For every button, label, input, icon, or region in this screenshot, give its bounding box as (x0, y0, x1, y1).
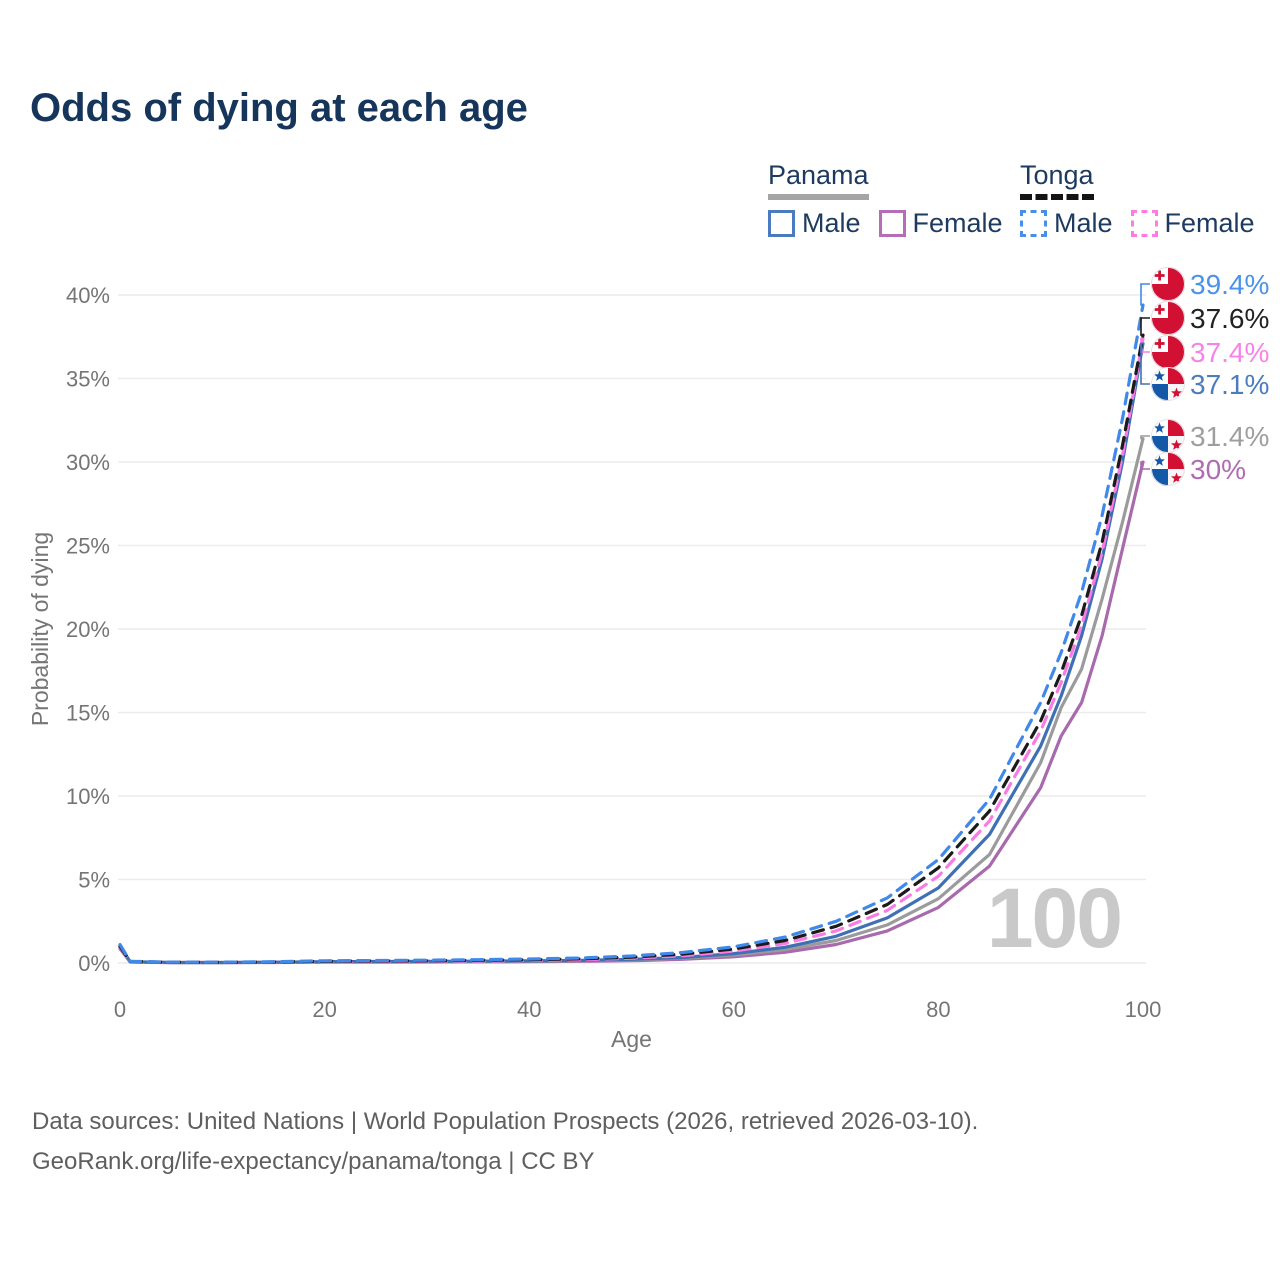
end-label-value-tonga-female: 37.4% (1190, 337, 1269, 368)
age-watermark: 100 (987, 871, 1121, 965)
line-tonga-female (118, 336, 1145, 965)
x-tick-label: 40 (517, 997, 541, 1022)
tonga-male-swatch-icon (1020, 210, 1047, 237)
y-tick-label: 10% (66, 784, 110, 809)
x-tick-label: 80 (926, 997, 950, 1022)
legend-items-panama: Male Female (768, 208, 1003, 239)
legend-country-panama[interactable]: Panama (768, 160, 869, 200)
end-label-connector-panama-female (1140, 461, 1150, 470)
legend-item-panama-female[interactable]: Female (878, 208, 1003, 239)
legend-group-tonga: Tonga Male Female (1020, 160, 1255, 239)
tonga-flag-icon (1151, 267, 1185, 301)
y-tick-label: 35% (66, 367, 110, 392)
footer-line-2: GeoRank.org/life-expectancy/panama/tonga… (32, 1148, 595, 1175)
panama-female-swatch-icon (878, 210, 906, 237)
legend-label-tonga-male: Male (1054, 208, 1113, 238)
legend-label-panama-female: Female (912, 208, 1003, 238)
end-label-connector-panama-male (1140, 342, 1150, 385)
y-tick-label: 30% (66, 450, 110, 475)
legend-country-tonga[interactable]: Tonga (1020, 160, 1094, 200)
panama-flag-icon (1151, 452, 1185, 486)
footer-attribution: Data sources: United Nations | World Pop… (32, 1102, 978, 1182)
end-label-value-panama-male: 37.1% (1190, 369, 1269, 400)
legend-item-tonga-female[interactable]: Female (1130, 208, 1255, 239)
x-tick-label: 0 (114, 997, 126, 1022)
legend-item-panama-male[interactable]: Male (768, 208, 861, 239)
end-label-value-panama-both-sexes: 31.4% (1190, 421, 1269, 452)
panama-flag-icon (1151, 367, 1185, 401)
x-tick-label: 60 (722, 997, 746, 1022)
end-label-value-tonga-male: 39.4% (1190, 269, 1269, 300)
line-panama-male (118, 341, 1145, 965)
tonga-flag-icon (1151, 335, 1185, 369)
end-label-connector-tonga-male (1140, 283, 1150, 306)
y-tick-label: 5% (78, 868, 110, 893)
end-label-connector-tonga-both-sexes (1140, 317, 1150, 336)
footer-line-1: Data sources: United Nations | World Pop… (32, 1108, 979, 1135)
y-tick-label: 40% (66, 283, 110, 308)
legend-label-panama-male: Male (802, 208, 861, 238)
legend-items-tonga: Male Female (1020, 208, 1255, 239)
x-tick-label: 20 (312, 997, 336, 1022)
end-label-connector-panama-both-sexes (1140, 435, 1150, 440)
line-tonga-male (118, 303, 1145, 964)
line-tonga-both-sexes (118, 333, 1145, 964)
y-tick-label: 20% (66, 617, 110, 642)
y-axis-title: Probability of dying (27, 532, 53, 726)
tonga-female-swatch-icon (1130, 210, 1158, 237)
end-label-value-tonga-both-sexes: 37.6% (1190, 303, 1269, 334)
tonga-flag-icon (1151, 301, 1185, 335)
end-label-value-panama-female: 30% (1190, 454, 1246, 485)
x-axis-title: Age (611, 1026, 652, 1052)
panama-male-swatch-icon (768, 210, 795, 237)
y-tick-label: 15% (66, 701, 110, 726)
x-tick-label: 100 (1125, 997, 1162, 1022)
legend-item-tonga-male[interactable]: Male (1020, 208, 1113, 239)
legend-label-tonga-female: Female (1164, 208, 1255, 238)
y-tick-label: 25% (66, 534, 110, 559)
page-title: Odds of dying at each age (30, 86, 528, 130)
y-tick-label: 0% (78, 951, 110, 976)
legend-group-panama: Panama Male Female (768, 160, 1003, 239)
panama-flag-icon (1151, 419, 1185, 453)
